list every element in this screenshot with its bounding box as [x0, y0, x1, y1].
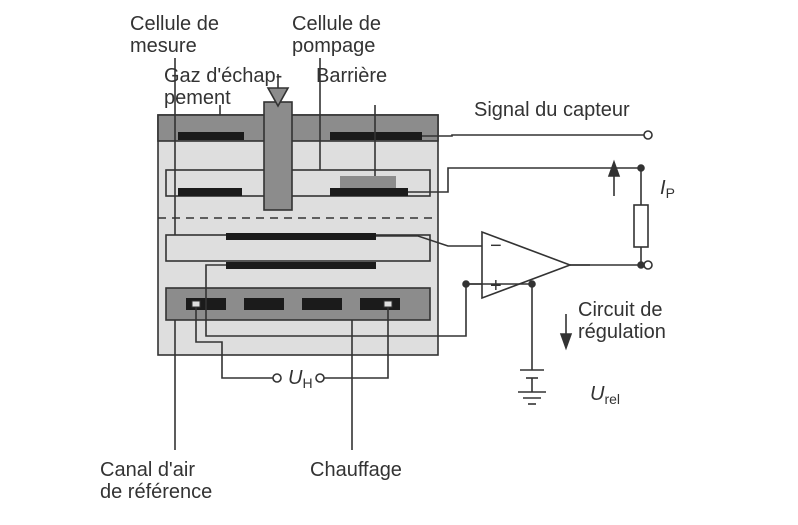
label-exhaust-line1: Gaz d'échap-	[164, 65, 282, 87]
label-sensor-signal-line1: Signal du capteur	[474, 99, 630, 121]
opamp-minus: −	[490, 235, 502, 257]
label-pump-cell-line1: Cellule de	[292, 13, 381, 35]
label-regulation: Circuit derégulation	[578, 299, 666, 343]
label-ref-air-line1: Canal d'air	[100, 459, 195, 481]
label-measure-cell: Cellule demesure	[130, 13, 219, 57]
label-regulation-line2: régulation	[578, 321, 666, 343]
label-pump-cell: Cellule depompage	[292, 13, 381, 57]
label-measure-cell-line2: mesure	[130, 35, 197, 57]
label-barrier: Barrière	[316, 65, 387, 87]
label-sensor-signal: Signal du capteur	[474, 99, 630, 121]
label-measure-cell-line1: Cellule de	[130, 13, 219, 35]
label-ip: IP	[660, 177, 675, 201]
label-ref-air-line2: de référence	[100, 481, 212, 503]
label-urel: Urel	[590, 383, 620, 407]
label-pump-cell-line2: pompage	[292, 35, 375, 57]
opamp-plus: +	[490, 275, 502, 297]
label-barrier-line1: Barrière	[316, 65, 387, 87]
label-uh: UH	[288, 367, 313, 391]
label-regulation-line1: Circuit de	[578, 299, 662, 321]
label-ref-air: Canal d'airde référence	[100, 459, 212, 503]
label-heating: Chauffage	[310, 459, 402, 481]
label-exhaust-line2: pement	[164, 87, 231, 109]
label-heating-line1: Chauffage	[310, 459, 402, 481]
